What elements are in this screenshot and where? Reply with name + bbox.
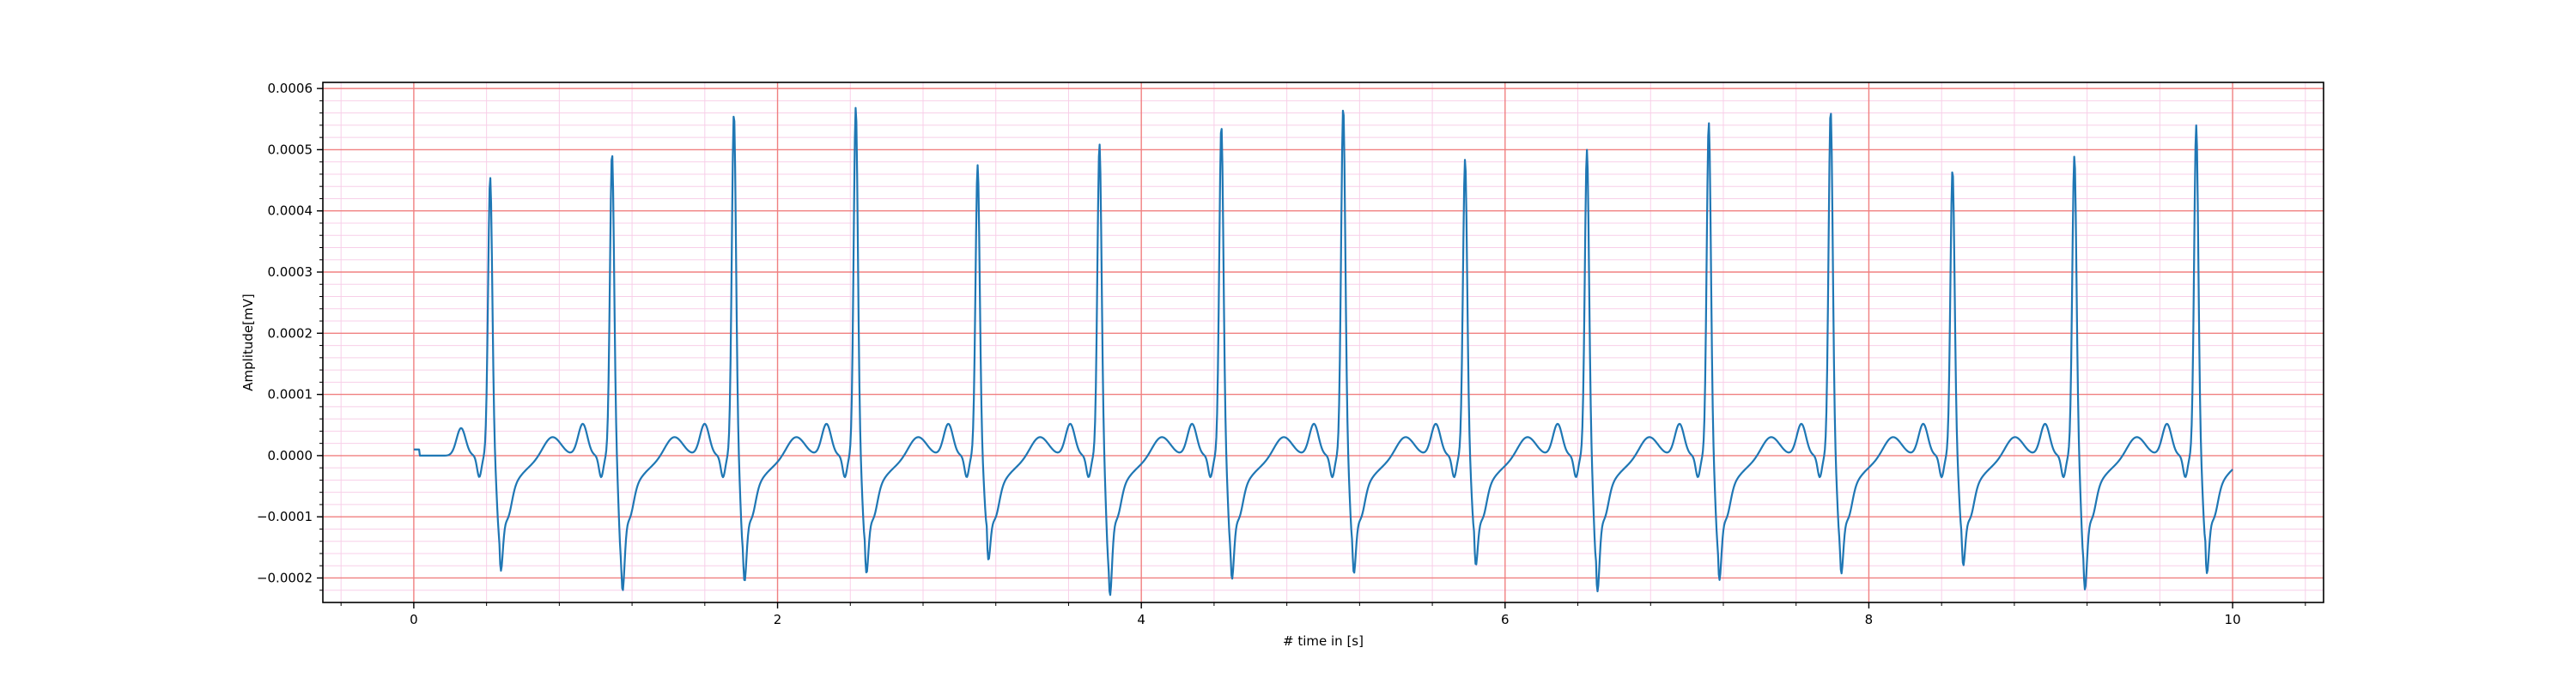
y-tick-label: −0.0002 (257, 570, 313, 585)
y-tick-label: 0.0003 (268, 264, 313, 280)
r-peak-point (1951, 165, 1954, 168)
y-tick-label: 0.0004 (268, 203, 313, 219)
x-tick-label: 10 (2225, 612, 2241, 627)
x-tick-label: 6 (1501, 612, 1510, 627)
r-peak-point (1463, 154, 1467, 158)
r-peak-point (489, 172, 492, 176)
r-peak-point (1585, 145, 1589, 148)
r-peak-point (1219, 120, 1223, 124)
r-peak-point (611, 148, 614, 151)
r-peak-point (1341, 102, 1345, 106)
y-tick-label: 0.0005 (268, 142, 313, 157)
x-tick-label: 8 (1865, 612, 1874, 627)
y-tick-label: −0.0001 (257, 509, 313, 524)
y-tick-label: 0.0000 (268, 448, 313, 463)
x-tick-label: 2 (774, 612, 782, 627)
r-peak-point (1707, 118, 1710, 121)
r-peak-point (976, 160, 980, 164)
r-peak-point (1829, 106, 1832, 109)
r-peak-point (732, 108, 736, 112)
r-peak-point (2073, 151, 2076, 154)
r-peak-point (854, 102, 858, 106)
r-peak-point (1097, 139, 1101, 142)
y-axis-label: Amplitude[mV] (240, 294, 256, 390)
y-tick-label: 0.0001 (268, 387, 313, 402)
r-peak-point (2195, 120, 2198, 124)
y-tick-label: 0.0002 (268, 325, 313, 341)
y-tick-label: 0.0006 (268, 81, 313, 96)
x-tick-label: 4 (1137, 612, 1145, 627)
x-tick-label: 0 (410, 612, 418, 627)
x-axis-label: # time in [s] (1283, 633, 1364, 649)
